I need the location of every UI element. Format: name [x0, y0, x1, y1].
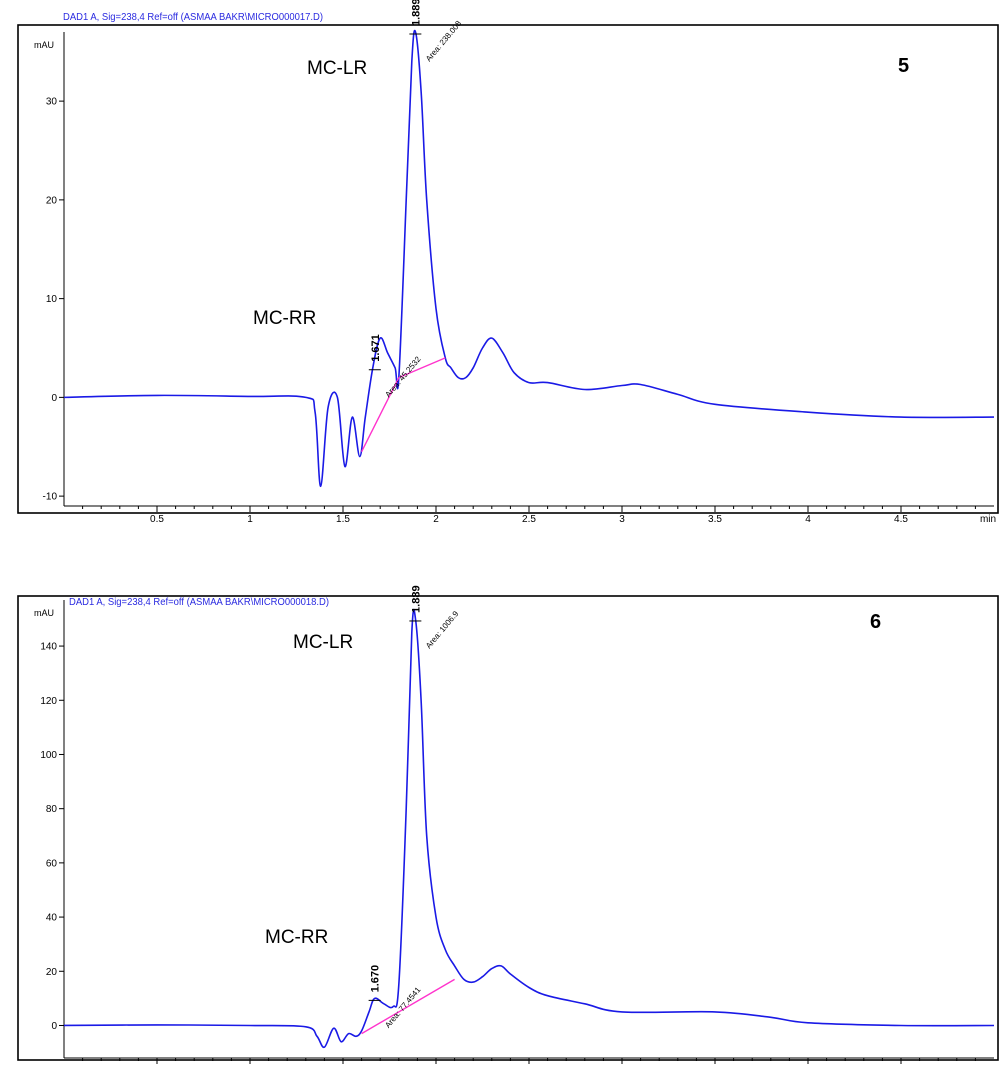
signal-header: DAD1 A, Sig=238,4 Ref=off (ASMAA BAKR\MI…	[63, 12, 323, 23]
peak-retention-time: 1.889	[410, 585, 422, 613]
x-tick-label: 1.5	[336, 514, 350, 525]
y-axis-label: mAU	[34, 608, 54, 618]
y-tick-label: 20	[46, 195, 58, 206]
y-tick-label: 80	[46, 804, 58, 815]
peak-area-label: Area: 1006.9	[424, 609, 461, 650]
panel-frame	[17, 595, 999, 1061]
panel-label: 6	[870, 611, 881, 633]
panel-frame	[17, 24, 999, 514]
baseline-segment	[398, 357, 446, 379]
signal-trace	[63, 29, 995, 488]
chromatogram-panel-1: DAD1 A, Sig=238,4 Ref=off (ASMAA BAKR\MI…	[17, 0, 999, 525]
x-tick-label: 1	[247, 514, 253, 525]
compound-label: MC-LR	[293, 632, 353, 653]
signal-header: DAD1 A, Sig=238,4 Ref=off (ASMAA BAKR\MI…	[69, 597, 329, 608]
y-axis-label: mAU	[34, 40, 54, 50]
peak-area-label: Area: 45.2532	[383, 354, 423, 399]
peak-retention-time: 1.889	[410, 0, 422, 26]
baseline-segment	[360, 377, 400, 453]
x-tick-label: 0.5	[150, 514, 164, 525]
x-axis-unit: min	[980, 514, 996, 525]
x-tick-label: 2	[433, 514, 439, 525]
y-tick-label: 30	[46, 97, 58, 108]
panel-label: 5	[898, 55, 909, 77]
x-tick-label: 4	[805, 514, 811, 525]
compound-label: MC-RR	[253, 308, 316, 329]
chromatogram-panel-2: DAD1 A, Sig=238,4 Ref=off (ASMAA BAKR\MI…	[17, 585, 999, 1064]
x-tick-label: 2.5	[522, 514, 536, 525]
peak-retention-time: 1.671	[370, 334, 382, 362]
y-tick-label: 140	[40, 642, 57, 653]
x-tick-label: 4.5	[894, 514, 908, 525]
y-tick-label: 60	[46, 858, 58, 869]
x-tick-label: 3	[619, 514, 625, 525]
y-tick-label: 0	[51, 393, 57, 404]
baseline-segment	[361, 978, 455, 1035]
compound-label: MC-RR	[265, 927, 328, 948]
y-tick-label: 20	[46, 967, 58, 978]
y-tick-label: 40	[46, 913, 58, 924]
y-tick-label: 120	[40, 696, 57, 707]
x-tick-label: 3.5	[708, 514, 722, 525]
y-tick-label: -10	[43, 492, 58, 503]
y-tick-label: 0	[51, 1021, 57, 1032]
signal-trace	[63, 608, 995, 1049]
peak-retention-time: 1.670	[370, 965, 382, 993]
y-tick-label: 10	[46, 294, 58, 305]
compound-label: MC-LR	[307, 58, 367, 79]
y-tick-label: 100	[40, 750, 57, 761]
